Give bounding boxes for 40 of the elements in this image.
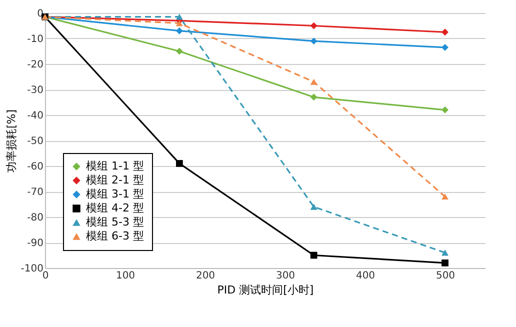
legend-label: 模组 6-3 型 xyxy=(86,230,144,242)
point xyxy=(310,38,318,44)
y-tick-label: -70 xyxy=(27,187,44,198)
point xyxy=(442,250,448,256)
point xyxy=(176,14,183,20)
point xyxy=(176,160,183,167)
point xyxy=(176,27,183,34)
x-tick-label: 100 xyxy=(116,270,136,282)
point xyxy=(442,28,448,36)
y-tick-label: -100 xyxy=(20,264,44,274)
y-tick-label: -90 xyxy=(27,238,44,249)
point xyxy=(310,204,318,210)
x-axis-title: PID 测试时间[小时] xyxy=(217,284,314,296)
y-tick-label: -30 xyxy=(27,85,44,96)
point xyxy=(442,194,448,200)
y-tick-label: -10 xyxy=(27,34,44,45)
x-tick-label: 400 xyxy=(356,270,376,282)
legend-label: 模组 5-3 型 xyxy=(86,216,144,228)
point xyxy=(442,44,448,51)
point xyxy=(176,20,183,26)
legend-label: 模组 2-1 型 xyxy=(86,174,144,186)
y-tick-label: -20 xyxy=(27,60,44,70)
y-tick-label: -40 xyxy=(27,110,44,122)
x-tick-label: 500 xyxy=(436,270,456,282)
y-tick-label: -50 xyxy=(27,136,44,147)
point xyxy=(310,94,318,101)
point xyxy=(176,48,183,55)
point xyxy=(310,252,318,259)
x-tick-label: 200 xyxy=(196,270,216,282)
x-tick-label: 300 xyxy=(276,270,296,282)
legend-label: 模组 3-1 型 xyxy=(86,188,144,200)
point xyxy=(310,78,318,85)
y-tick-label: -80 xyxy=(27,212,44,224)
legend-label: 模组 1-1 型 xyxy=(86,160,144,172)
y-axis-title: 功率损耗[%] xyxy=(4,109,18,173)
y-tick-label: -60 xyxy=(27,162,44,172)
point xyxy=(442,106,448,114)
point xyxy=(310,22,318,30)
legend-label: 模组 4-2 型 xyxy=(86,202,144,214)
point xyxy=(442,260,448,266)
